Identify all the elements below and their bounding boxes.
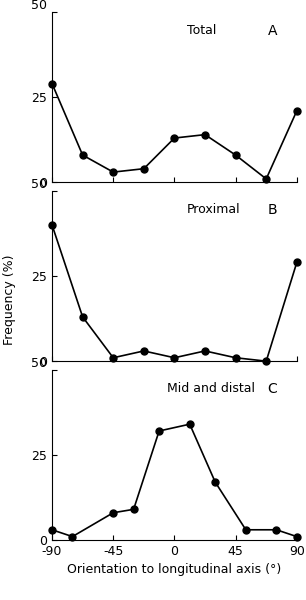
Text: Proximal: Proximal bbox=[187, 203, 240, 216]
X-axis label: Orientation to longitudinal axis (°): Orientation to longitudinal axis (°) bbox=[67, 563, 282, 577]
Text: Mid and distal: Mid and distal bbox=[167, 382, 255, 395]
Text: C: C bbox=[267, 382, 277, 395]
Text: Total: Total bbox=[187, 24, 216, 37]
Text: B: B bbox=[267, 203, 277, 217]
Text: Frequency (%): Frequency (%) bbox=[3, 255, 16, 345]
Text: A: A bbox=[267, 24, 277, 38]
